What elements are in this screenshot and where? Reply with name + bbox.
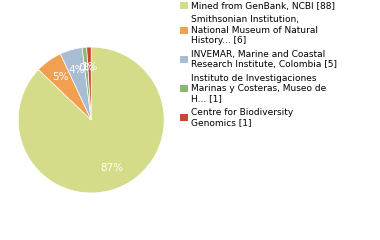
Wedge shape bbox=[38, 54, 91, 120]
Text: 1%: 1% bbox=[81, 62, 98, 72]
Wedge shape bbox=[18, 47, 164, 193]
Text: 4%: 4% bbox=[68, 65, 85, 74]
Legend: Mined from GenBank, NCBI [88], Smithsonian Institution,
National Museum of Natur: Mined from GenBank, NCBI [88], Smithsoni… bbox=[179, 0, 339, 129]
Wedge shape bbox=[82, 47, 91, 120]
Wedge shape bbox=[60, 48, 91, 120]
Text: 87%: 87% bbox=[100, 163, 124, 173]
Text: 0%: 0% bbox=[78, 63, 95, 73]
Wedge shape bbox=[87, 47, 91, 120]
Text: 5%: 5% bbox=[52, 72, 69, 82]
